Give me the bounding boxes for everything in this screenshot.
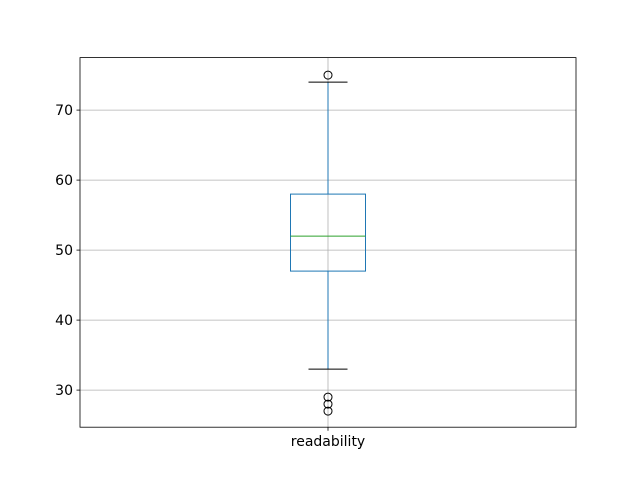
iqr-box [290, 193, 366, 272]
x-tick-label: readability [291, 434, 365, 450]
y-tick-label: 30 [55, 383, 73, 399]
outlier-point [323, 392, 333, 402]
y-tick-label: 50 [55, 243, 73, 259]
outlier-point [323, 406, 333, 416]
y-tick-label: 40 [55, 313, 73, 329]
y-tick-label: 60 [55, 173, 73, 189]
outlier-point [323, 70, 333, 80]
y-tick-label: 70 [55, 103, 73, 119]
outlier-point [323, 399, 333, 409]
